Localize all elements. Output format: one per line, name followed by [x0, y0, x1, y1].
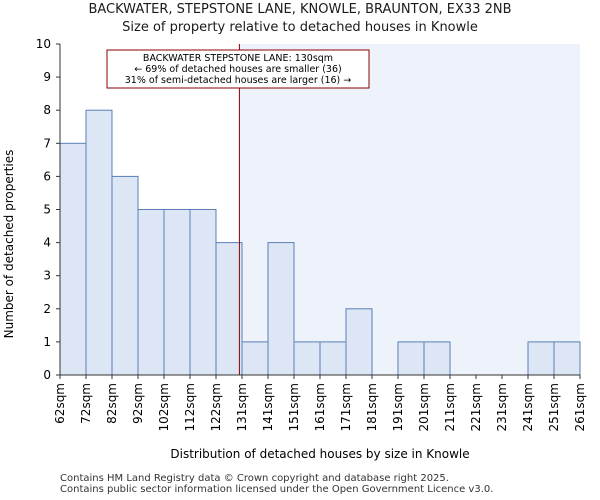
y-axis-label: Number of detached properties	[2, 150, 16, 339]
x-ticks: 62sqm 72sqm 82sqm 92sqm 102sqm 112sqm 122sqm 13…	[53, 375, 587, 431]
bar-131sqm	[241, 341, 269, 376]
bar-62sqm	[59, 142, 87, 376]
x-tick-label: 112sqm	[183, 383, 197, 431]
x-tick-label: 201sqm	[417, 383, 431, 431]
y-tick-label: 8	[43, 103, 51, 117]
x-tick-label: 82sqm	[105, 383, 119, 424]
y-tick-label: 9	[43, 70, 51, 84]
bar-82sqm	[111, 175, 139, 376]
x-tick-label: 102sqm	[157, 383, 171, 431]
bar-241sqm	[527, 341, 555, 376]
x-tick-label: 131sqm	[235, 383, 249, 431]
bar-191sqm	[397, 341, 425, 376]
bar-102sqm	[163, 209, 191, 376]
y-tick-label: 1	[43, 335, 51, 349]
x-tick-label: 221sqm	[469, 383, 483, 431]
x-tick-label: 191sqm	[391, 383, 405, 431]
bar-112sqm	[189, 209, 217, 376]
x-tick-label: 251sqm	[547, 383, 561, 431]
bar-251sqm	[553, 341, 581, 376]
bar-171sqm	[345, 308, 373, 376]
plot-area: 0 1 2 3 4 5 6 7 8 9 10 62sqm 72sqm 82sqm 92sqm 102sqm 1…	[2, 37, 587, 461]
bar-122sqm	[215, 242, 243, 376]
x-tick-label: 261sqm	[573, 383, 587, 431]
x-tick-label: 151sqm	[287, 383, 301, 431]
x-tick-label: 241sqm	[521, 383, 535, 431]
x-tick-label: 122sqm	[209, 383, 223, 431]
larger-region-shading	[239, 44, 580, 375]
annotation-line-3: 31% of semi-detached houses are larger (…	[125, 75, 352, 86]
y-tick-label: 2	[43, 302, 51, 316]
annotation-line-2: ← 69% of detached houses are smaller (36…	[134, 64, 341, 75]
chart-title: BACKWATER, STEPSTONE LANE, KNOWLE, BRAUN…	[88, 2, 512, 17]
bar-72sqm	[85, 109, 113, 376]
x-tick-label: 72sqm	[79, 383, 93, 424]
x-tick-label: 161sqm	[313, 383, 327, 431]
bar-201sqm	[423, 341, 451, 376]
y-ticks: 0 1 2 3 4 5 6 7 8 9 10	[36, 37, 60, 382]
x-tick-label: 171sqm	[339, 383, 353, 431]
y-tick-label: 5	[43, 203, 51, 217]
x-axis-label: Distribution of detached houses by size …	[170, 447, 469, 461]
y-tick-label: 10	[36, 37, 51, 51]
bar-141sqm	[267, 242, 295, 376]
bar-161sqm	[319, 341, 347, 376]
annotation-box: BACKWATER STEPSTONE LANE: 130sqm ← 69% o…	[106, 49, 370, 89]
y-tick-label: 4	[43, 236, 51, 250]
x-tick-label: 92sqm	[131, 383, 145, 424]
x-tick-label: 141sqm	[261, 383, 275, 431]
footer-line-2: Contains public sector information licen…	[60, 484, 494, 495]
chart-subtitle: Size of property relative to detached ho…	[122, 20, 478, 35]
y-tick-label: 3	[43, 269, 51, 283]
bar-92sqm	[137, 209, 165, 376]
y-tick-label: 6	[43, 169, 51, 183]
y-tick-label: 0	[43, 368, 51, 382]
y-tick-label: 7	[43, 136, 51, 150]
annotation-line-1: BACKWATER STEPSTONE LANE: 130sqm	[143, 53, 333, 64]
x-tick-label: 181sqm	[365, 383, 379, 431]
x-tick-label: 231sqm	[495, 383, 509, 431]
bar-151sqm	[293, 341, 321, 376]
footer-line-1: Contains HM Land Registry data © Crown c…	[60, 473, 449, 484]
x-tick-label: 211sqm	[443, 383, 457, 431]
x-tick-label: 62sqm	[53, 383, 67, 424]
bars-group	[59, 109, 581, 376]
